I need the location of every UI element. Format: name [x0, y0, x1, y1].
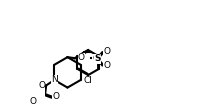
Text: O: O	[92, 54, 99, 63]
Text: S: S	[95, 54, 101, 63]
Text: Cl: Cl	[84, 76, 93, 85]
Text: O: O	[78, 53, 85, 62]
Text: O: O	[104, 47, 110, 56]
Text: N: N	[51, 75, 58, 84]
Text: O: O	[52, 92, 59, 101]
Text: O: O	[38, 81, 45, 90]
Text: O: O	[104, 61, 110, 70]
Text: O: O	[30, 97, 37, 106]
